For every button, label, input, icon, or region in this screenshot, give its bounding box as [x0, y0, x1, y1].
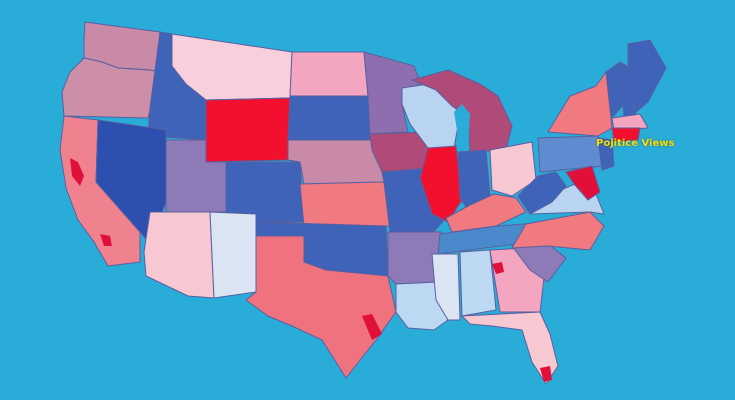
region-accent-california-north [70, 158, 84, 186]
state-ohio [489, 141, 537, 197]
region-accent-georgia-atlanta [492, 262, 504, 274]
map-label: Pojitice Views [596, 138, 675, 149]
state-new-mexico [209, 211, 257, 299]
state-new-jersey [597, 137, 615, 171]
state-maine [627, 39, 667, 113]
state-florida [461, 311, 559, 385]
state-alabama [459, 249, 497, 317]
state-wyoming [205, 97, 291, 163]
lake-erie [512, 120, 546, 140]
state-texas [245, 235, 397, 379]
state-mississippi [431, 253, 461, 321]
state-minnesota [363, 51, 421, 135]
state-arizona [143, 211, 215, 299]
region-accent-california-south [100, 234, 112, 246]
state-north-dakota [289, 51, 369, 97]
state-massachusetts [611, 113, 649, 131]
state-north-carolina [511, 211, 605, 251]
state-new-york [547, 71, 613, 137]
state-maryland [565, 165, 601, 201]
lake-michigan [454, 104, 470, 150]
region-accent-texas-houston [362, 314, 382, 340]
state-kansas [299, 181, 391, 227]
state-west-virginia [517, 171, 567, 215]
state-nebraska [287, 139, 385, 185]
state-pennsylvania [537, 135, 605, 173]
state-connecticut [611, 127, 641, 143]
state-south-dakota [287, 95, 371, 141]
region-accent-florida-south [540, 366, 552, 382]
